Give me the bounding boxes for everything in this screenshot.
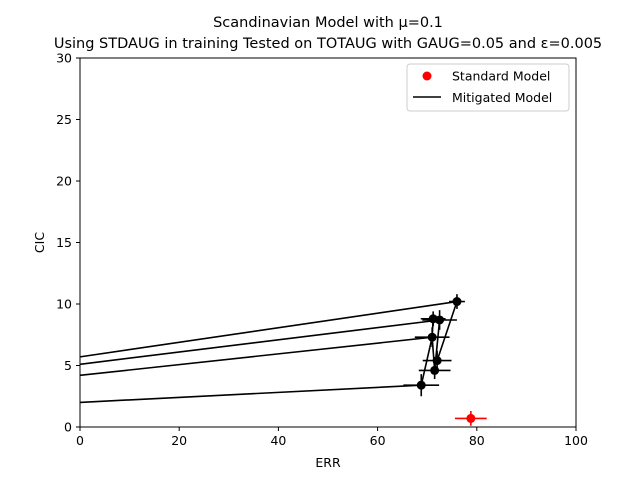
x-tick-label: 0 bbox=[76, 433, 84, 448]
x-tick-label: 20 bbox=[171, 433, 187, 448]
mitigated-model-point bbox=[435, 315, 445, 325]
y-axis-label: CIC bbox=[32, 232, 47, 253]
y-tick-label: 5 bbox=[64, 358, 72, 373]
x-axis: 0 20 40 60 80 100 bbox=[76, 427, 588, 448]
mitigated-model-line bbox=[79, 336, 433, 377]
x-tick-label: 80 bbox=[469, 433, 485, 448]
x-axis-label: ERR bbox=[315, 455, 341, 470]
y-tick-label: 0 bbox=[64, 420, 72, 435]
legend-box bbox=[406, 63, 570, 112]
legend-standard-marker bbox=[422, 71, 432, 81]
x-tick-label: 40 bbox=[270, 433, 286, 448]
x-tick-label: 60 bbox=[370, 433, 386, 448]
mitigated-model-line bbox=[436, 301, 458, 361]
mitigated-model-point bbox=[427, 332, 437, 342]
legend-standard-label: Standard Model bbox=[452, 69, 550, 84]
y-tick-label: 10 bbox=[56, 297, 72, 312]
chart-subtitle: Using STDAUG in training Tested on TOTAU… bbox=[54, 36, 602, 52]
mitigated-model-line bbox=[79, 300, 458, 358]
mitigated-model-line bbox=[79, 384, 422, 404]
chart-title: Scandinavian Model with μ=0.1 bbox=[213, 15, 443, 31]
y-tick-label: 30 bbox=[56, 51, 72, 66]
y-tick-label: 20 bbox=[56, 174, 72, 189]
legend: Standard Model Mitigated Model bbox=[406, 63, 570, 112]
mitigated-model-point bbox=[432, 356, 442, 366]
plot-area bbox=[79, 294, 487, 426]
mitigated-model-line bbox=[79, 319, 440, 366]
y-tick-label: 25 bbox=[56, 112, 72, 127]
y-tick-label: 15 bbox=[56, 235, 72, 250]
mitigated-model-point bbox=[452, 297, 462, 307]
y-axis: 0 5 10 15 20 25 30 bbox=[56, 51, 80, 435]
standard-model-point bbox=[466, 413, 476, 423]
x-tick-label: 100 bbox=[564, 433, 588, 448]
mitigated-model-point bbox=[416, 380, 426, 390]
legend-mitigated-label: Mitigated Model bbox=[452, 90, 552, 105]
